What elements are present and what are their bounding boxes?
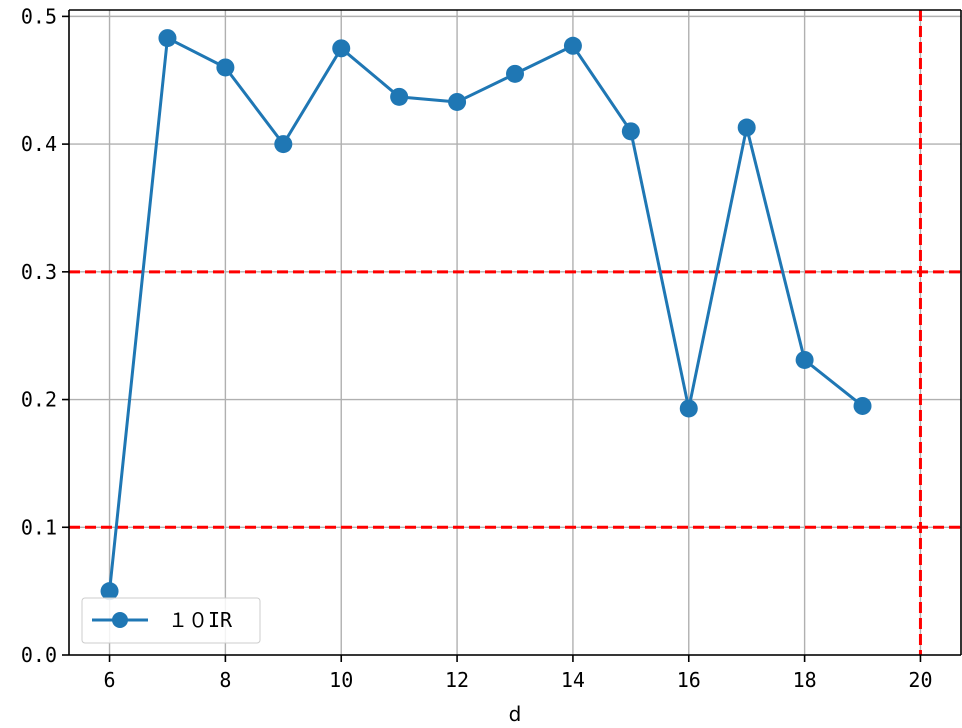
x-tick-label: 20	[908, 668, 932, 692]
data-point	[100, 582, 119, 601]
reference-lines	[69, 10, 961, 655]
tick-labels: 6 8 10 12 14 16 18 20 0.0 0.1 0.2 0.3 0.4 0.5	[21, 4, 933, 692]
data-series	[100, 29, 872, 601]
y-tick-label: 0.2	[21, 388, 57, 412]
data-point	[216, 58, 235, 77]
data-point	[795, 350, 814, 369]
series-line	[108, 36, 864, 592]
y-tick-label: 0.3	[21, 260, 57, 284]
legend-label: １０IR	[168, 608, 233, 632]
x-tick-label: 8	[219, 668, 231, 692]
y-tick-label: 0.1	[21, 515, 57, 539]
x-tick-label: 6	[104, 668, 116, 692]
data-point	[679, 399, 698, 418]
data-point	[506, 64, 524, 83]
x-tick-label: 16	[677, 668, 701, 692]
data-point	[853, 396, 872, 415]
data-point	[621, 122, 640, 141]
axes	[62, 9, 962, 662]
x-tick-label: 12	[445, 668, 469, 692]
data-point	[390, 87, 409, 106]
legend-marker-swatch	[112, 612, 128, 628]
data-point	[448, 92, 467, 111]
data-point	[563, 36, 582, 55]
y-tick-label: 0.5	[21, 4, 57, 28]
data-point	[274, 135, 293, 154]
x-tick-label: 14	[561, 668, 585, 692]
data-point	[737, 118, 756, 137]
legend-box	[81, 597, 261, 644]
x-axis-label: d	[509, 702, 522, 726]
data-point	[332, 39, 351, 58]
data-point	[158, 29, 177, 48]
y-tick-label: 0.0	[21, 643, 57, 667]
legend: １０IR	[81, 597, 261, 644]
x-tick-label: 10	[329, 668, 353, 692]
y-tick-label: 0.4	[21, 132, 57, 156]
x-tick-label: 18	[793, 668, 817, 692]
